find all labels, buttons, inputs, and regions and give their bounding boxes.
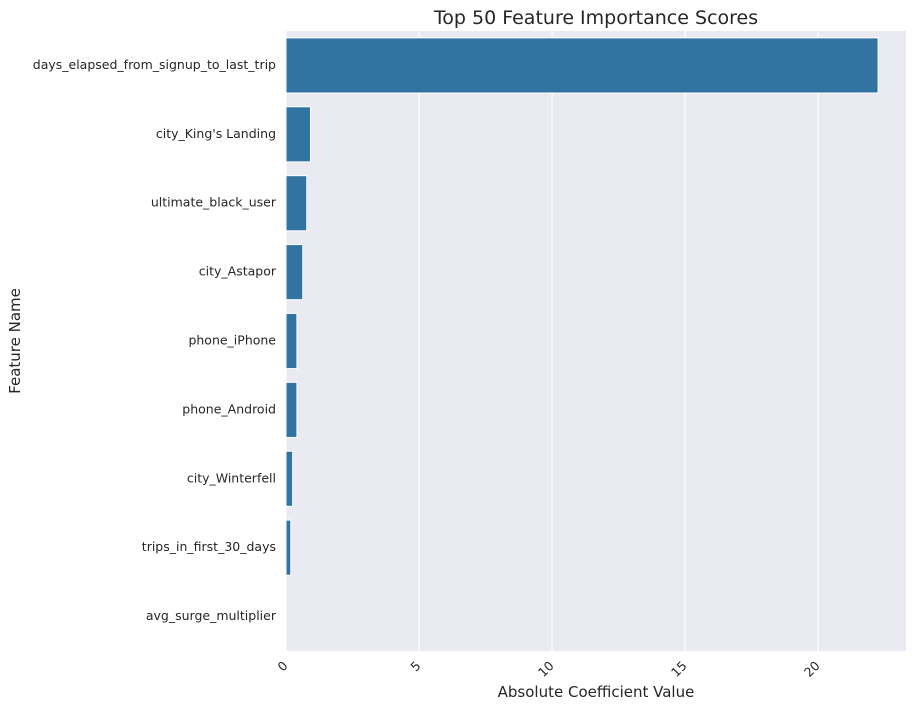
bar <box>285 244 304 301</box>
bar <box>285 175 308 232</box>
chart-title: Top 50 Feature Importance Scores <box>433 7 758 29</box>
y-tick-label: trips_in_first_30_days <box>142 539 276 554</box>
bar <box>285 519 292 576</box>
bar <box>285 450 294 507</box>
bar <box>285 37 879 94</box>
bars <box>285 37 879 576</box>
x-tick-label: 20 <box>801 658 823 680</box>
y-tick-label: phone_Android <box>182 401 276 416</box>
y-tick-label: city_Astapor <box>199 264 277 279</box>
bar <box>285 312 298 370</box>
bar <box>285 381 298 438</box>
x-tick-label: 0 <box>274 658 290 674</box>
y-tick-label: city_King's Landing <box>156 126 276 141</box>
plot-background <box>286 31 906 651</box>
y-tick-label: ultimate_black_user <box>151 195 277 210</box>
bar <box>285 106 311 163</box>
y-tick-label: city_Winterfell <box>187 470 276 485</box>
y-tick-label: avg_surge_multiplier <box>146 608 277 623</box>
y-tick-label: days_elapsed_from_signup_to_last_trip <box>33 57 276 72</box>
x-tick-label: 10 <box>535 658 557 680</box>
x-tick-label: 5 <box>407 658 423 674</box>
y-axis-label: Feature Name <box>6 288 24 394</box>
y-tick-labels: days_elapsed_from_signup_to_last_tripcit… <box>33 57 277 623</box>
x-axis-label: Absolute Coefficient Value <box>498 683 695 701</box>
y-tick-label: phone_iPhone <box>188 333 276 348</box>
x-tick-labels: 0 5 10 15 20 <box>274 658 822 680</box>
x-tick-label: 15 <box>668 658 690 680</box>
